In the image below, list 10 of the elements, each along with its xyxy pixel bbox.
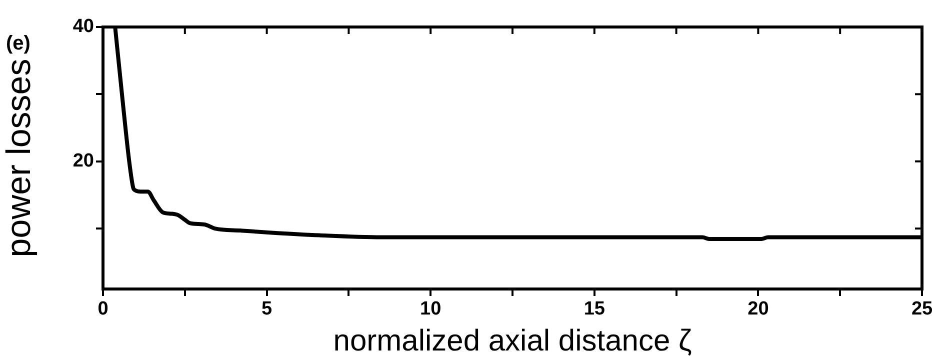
x-tick-label: 10	[420, 298, 442, 320]
text: (e)	[6, 32, 30, 55]
x-tick-label: 25	[911, 298, 933, 320]
x-tick-label: 15	[584, 298, 606, 320]
y-tick-label: 40	[72, 16, 94, 38]
y-axis-title: power losses	[0, 58, 38, 258]
x-tick-label: 0	[98, 298, 108, 320]
x-axis-title: normalized axial distance ζ	[333, 324, 692, 358]
x-tick-label: 5	[262, 298, 273, 320]
x-tick-label: 20	[748, 298, 769, 320]
